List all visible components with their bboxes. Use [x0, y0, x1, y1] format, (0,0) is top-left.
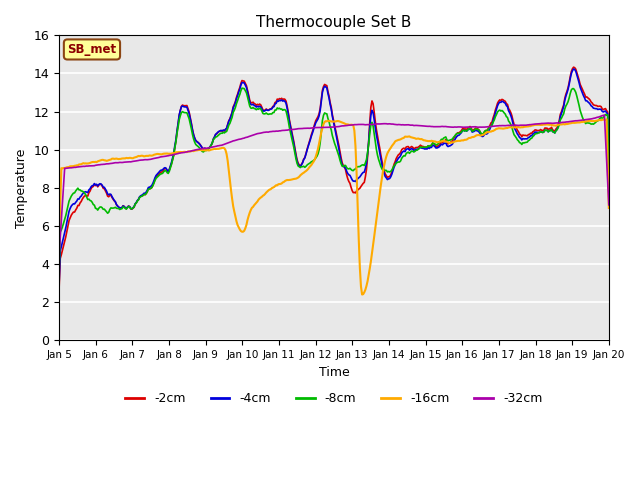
Text: SB_met: SB_met [67, 43, 116, 56]
Y-axis label: Temperature: Temperature [15, 148, 28, 228]
Title: Thermocouple Set B: Thermocouple Set B [256, 15, 412, 30]
X-axis label: Time: Time [319, 366, 349, 379]
Legend: -2cm, -4cm, -8cm, -16cm, -32cm: -2cm, -4cm, -8cm, -16cm, -32cm [120, 387, 548, 410]
